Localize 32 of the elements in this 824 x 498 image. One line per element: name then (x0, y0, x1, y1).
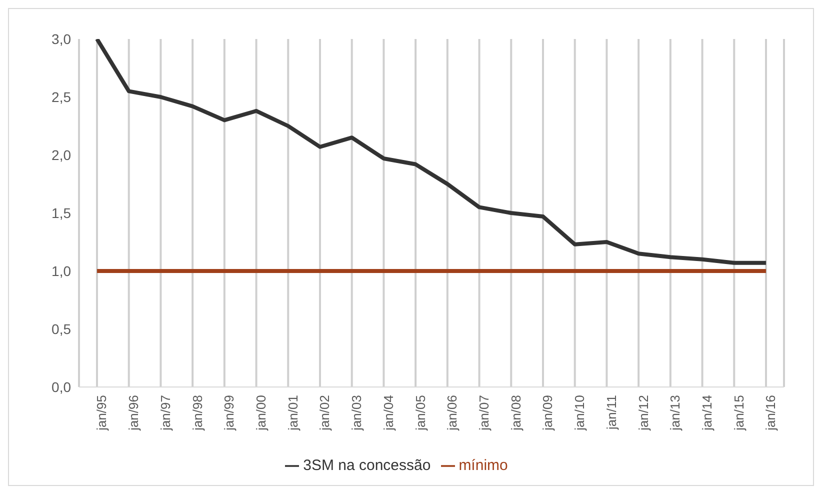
y-tick-label: 2,5 (52, 88, 72, 105)
x-tick-label: jan/09 (540, 395, 556, 432)
legend-label: mínimo (458, 457, 508, 474)
x-tick-label: jan/12 (636, 395, 651, 432)
legend-label: 3SM na concessão (303, 457, 431, 474)
x-tick-label: jan/16 (763, 395, 778, 432)
y-tick-label: 2,0 (52, 146, 72, 163)
x-tick-label: jan/14 (700, 395, 715, 432)
y-tick-label: 0,0 (52, 378, 72, 395)
x-tick-label: jan/05 (412, 395, 428, 432)
x-tick-label: jan/06 (444, 395, 460, 432)
x-tick-label: jan/11 (604, 395, 619, 430)
x-tick-label: jan/08 (508, 395, 524, 432)
x-tick-label: jan/15 (731, 395, 746, 432)
x-tick-label: jan/98 (190, 395, 205, 432)
x-tick-label: jan/00 (254, 395, 269, 432)
y-tick-label: 1,5 (52, 204, 72, 221)
x-tick-label: jan/99 (222, 395, 237, 432)
x-tick-label: jan/96 (126, 395, 142, 432)
x-tick-label: jan/07 (476, 395, 492, 432)
y-tick-label: 0,5 (52, 320, 72, 337)
x-tick-label: jan/01 (285, 395, 300, 432)
x-tick-label: jan/95 (94, 395, 110, 432)
x-tick-label: jan/04 (380, 395, 396, 432)
x-tick-label: jan/03 (349, 395, 364, 432)
x-tick-label: jan/10 (572, 395, 588, 432)
x-tick-label: jan/13 (668, 395, 683, 432)
y-tick-label: 3,0 (52, 30, 72, 47)
x-tick-label: jan/97 (158, 395, 173, 432)
line-series (95, 39, 768, 265)
x-tick-label: jan/02 (317, 395, 332, 432)
y-tick-label: 1,0 (52, 262, 72, 279)
